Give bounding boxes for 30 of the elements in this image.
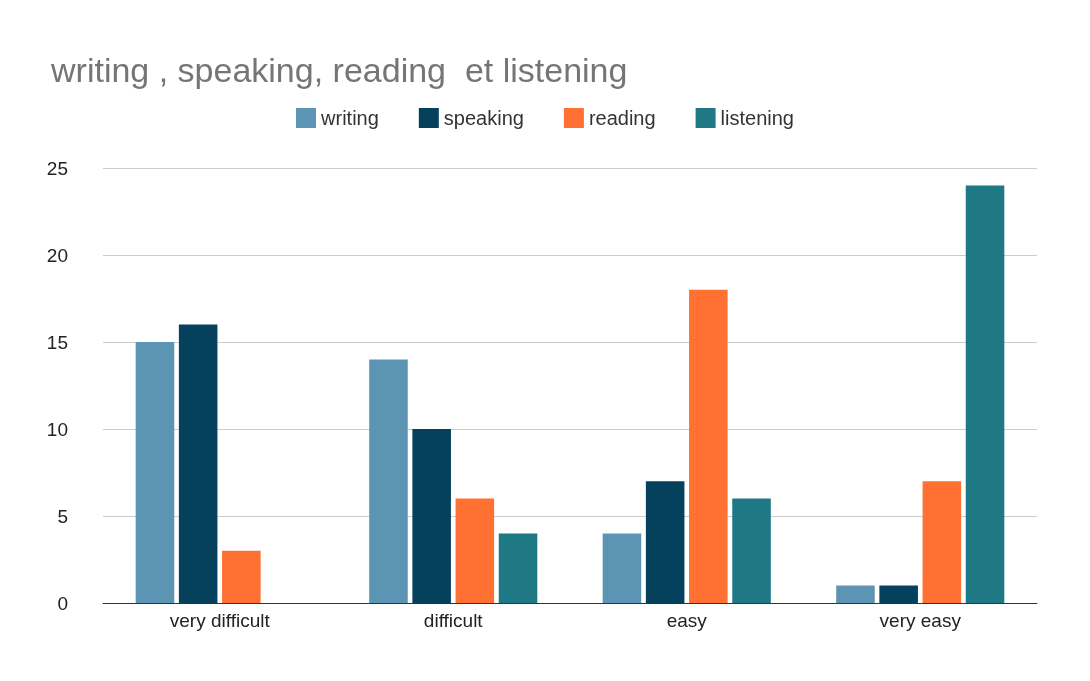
bar [455, 498, 495, 603]
legend-label: listening [720, 107, 794, 129]
bar [922, 481, 962, 603]
y-tick-label: 10 [46, 418, 68, 440]
bar [412, 429, 451, 603]
bar [645, 481, 685, 603]
bar [836, 585, 875, 603]
bar [498, 533, 538, 603]
bar [689, 289, 728, 603]
bar [178, 324, 218, 603]
bar [879, 585, 918, 603]
y-tick-label: 5 [57, 505, 68, 527]
legend-label: reading [588, 107, 656, 129]
x-tick-label: very difficult [169, 610, 271, 631]
x-tick-label: difficult [423, 610, 484, 631]
y-tick-label: 25 [46, 157, 68, 179]
y-tick-label: 0 [57, 592, 68, 614]
bar [369, 359, 408, 603]
bar [965, 185, 1005, 603]
y-tick-label: 15 [46, 331, 68, 353]
y-tick-label: 20 [46, 244, 68, 266]
legend-label: speaking [443, 107, 524, 129]
bar [602, 533, 642, 603]
legend-label: writing [320, 107, 379, 129]
chart-title: writing , speaking, reading et listening [50, 51, 628, 89]
x-tick-label: very easy [879, 610, 962, 631]
x-tick-label: easy [666, 610, 708, 631]
bar [135, 342, 175, 603]
bar [732, 498, 771, 603]
bar [222, 550, 261, 603]
